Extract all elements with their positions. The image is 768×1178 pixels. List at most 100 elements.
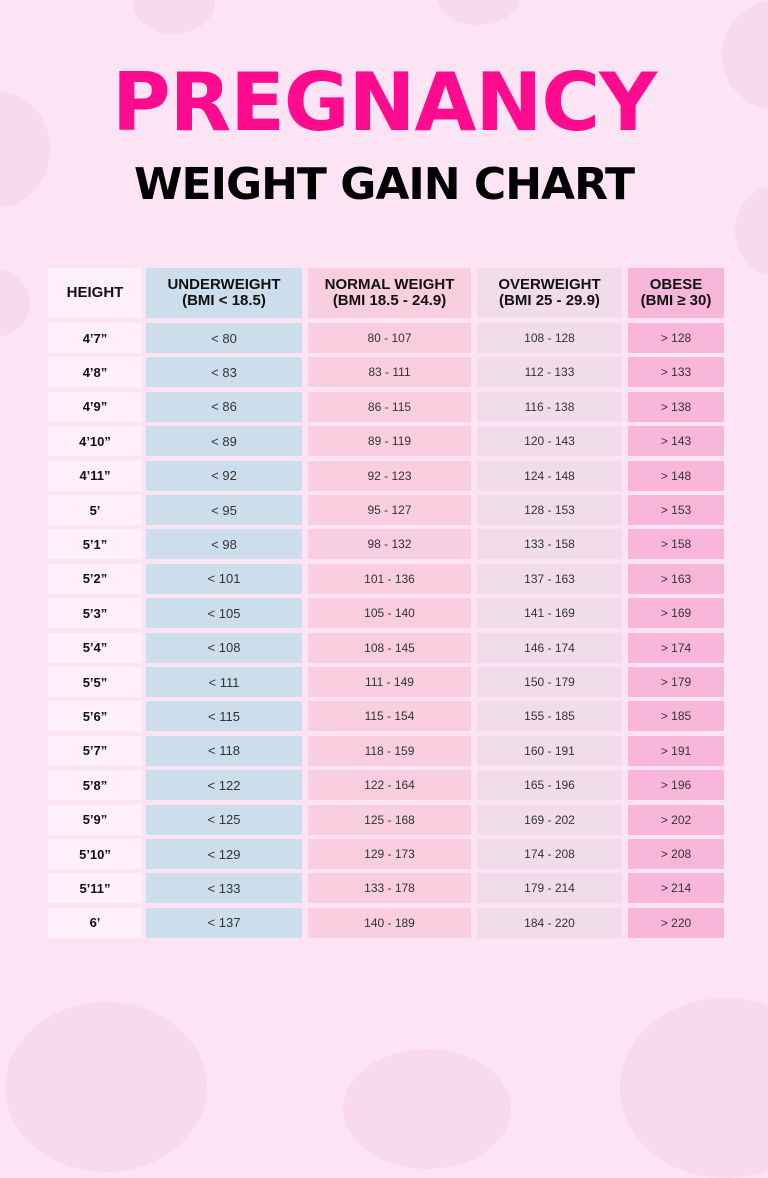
obese-cell: > 191 [628,735,724,766]
overweight-cell: 179 - 214 [477,873,622,904]
decorative-blob [5,1002,207,1172]
height-cell: 5’3” [48,598,142,629]
decorative-blob [0,268,30,338]
height-cell: 5’4” [48,632,142,663]
underweight-cell: < 83 [146,357,302,388]
normal-weight-cell: 125 - 168 [308,804,471,835]
height-cell: 5’ [48,495,142,525]
normal-weight-cell: 101 - 136 [308,563,471,594]
normal-weight-cell: 98 - 132 [308,529,471,560]
header-underweight: UNDERWEIGHT (BMI < 18.5) [146,268,302,318]
overweight-cell: 146 - 174 [477,632,622,663]
underweight-cell: < 92 [146,460,302,491]
normal-weight-cell: 133 - 178 [308,873,471,904]
normal-weight-cell: 129 - 173 [308,839,471,869]
overweight-cell: 169 - 202 [477,804,622,835]
header-label: NORMAL WEIGHT [324,276,455,293]
decorative-blob [343,1049,511,1169]
page-title: PREGNANCY [111,56,657,149]
underweight-cell: < 89 [146,426,302,457]
overweight-cell: 141 - 169 [477,598,622,629]
underweight-cell: < 122 [146,770,302,801]
normal-weight-cell: 122 - 164 [308,770,471,801]
normal-weight-cell: 95 - 127 [308,495,471,525]
height-cell: 5’1” [48,529,142,560]
underweight-cell: < 137 [146,907,302,938]
normal-weight-cell: 80 - 107 [308,323,471,353]
height-cell: 5’9” [48,804,142,835]
header-label: OBESE [649,276,703,293]
height-cell: 5’2” [48,563,142,594]
header-label: UNDERWEIGHT [167,276,281,293]
height-cell: 5’10” [48,839,142,869]
header-sublabel: (BMI 25 - 29.9) [499,292,600,309]
obese-cell: > 214 [628,873,724,904]
overweight-cell: 155 - 185 [477,701,622,732]
normal-weight-cell: 105 - 140 [308,598,471,629]
decorative-blob [437,0,519,25]
overweight-cell: 120 - 143 [477,426,622,457]
obese-cell: > 179 [628,667,724,697]
underweight-cell: < 115 [146,701,302,732]
obese-cell: > 196 [628,770,724,801]
underweight-cell: < 129 [146,839,302,869]
obese-cell: > 174 [628,632,724,663]
underweight-cell: < 105 [146,598,302,629]
obese-cell: > 163 [628,563,724,594]
page-subtitle: WEIGHT GAIN CHART [134,159,635,210]
decorative-blob [133,0,215,34]
obese-cell: > 202 [628,804,724,835]
underweight-cell: < 86 [146,391,302,422]
normal-weight-cell: 83 - 111 [308,357,471,388]
overweight-cell: 128 - 153 [477,495,622,525]
normal-weight-cell: 140 - 189 [308,907,471,938]
underweight-cell: < 95 [146,495,302,525]
height-cell: 4’9” [48,391,142,422]
underweight-cell: < 80 [146,323,302,353]
header-label: OVERWEIGHT [498,276,601,293]
obese-cell: > 158 [628,529,724,560]
overweight-cell: 137 - 163 [477,563,622,594]
underweight-cell: < 98 [146,529,302,560]
obese-cell: > 148 [628,460,724,491]
normal-weight-cell: 111 - 149 [308,667,471,697]
obese-cell: > 143 [628,426,724,457]
header-overweight: OVERWEIGHT (BMI 25 - 29.9) [477,268,622,318]
header-height: HEIGHT [48,268,142,318]
header-label: HEIGHT [66,284,124,301]
height-cell: 5’11” [48,873,142,904]
overweight-cell: 116 - 138 [477,391,622,422]
overweight-cell: 112 - 133 [477,357,622,388]
overweight-cell: 160 - 191 [477,735,622,766]
height-cell: 4’11” [48,460,142,491]
normal-weight-cell: 92 - 123 [308,460,471,491]
height-cell: 5’7” [48,735,142,766]
underweight-cell: < 111 [146,667,302,697]
header-normal-weight: NORMAL WEIGHT (BMI 18.5 - 24.9) [308,268,471,318]
underweight-cell: < 133 [146,873,302,904]
overweight-cell: 174 - 208 [477,839,622,869]
overweight-cell: 165 - 196 [477,770,622,801]
overweight-cell: 150 - 179 [477,667,622,697]
height-cell: 4’7” [48,323,142,353]
header-sublabel: (BMI 18.5 - 24.9) [332,292,447,309]
obese-cell: > 128 [628,323,724,353]
normal-weight-cell: 86 - 115 [308,391,471,422]
header-obese: OBESE (BMI ≥ 30) [628,268,724,318]
underweight-cell: < 125 [146,804,302,835]
decorative-blob [620,998,768,1178]
obese-cell: > 153 [628,495,724,525]
obese-cell: > 208 [628,839,724,869]
header-sublabel: (BMI ≥ 30) [640,292,712,309]
overweight-cell: 124 - 148 [477,460,622,491]
underweight-cell: < 108 [146,632,302,663]
overweight-cell: 184 - 220 [477,907,622,938]
normal-weight-cell: 89 - 119 [308,426,471,457]
obese-cell: > 220 [628,907,724,938]
overweight-cell: 108 - 128 [477,323,622,353]
normal-weight-cell: 118 - 159 [308,735,471,766]
underweight-cell: < 101 [146,563,302,594]
header-sublabel: (BMI < 18.5) [182,292,266,309]
overweight-cell: 133 - 158 [477,529,622,560]
height-cell: 5’5” [48,667,142,697]
